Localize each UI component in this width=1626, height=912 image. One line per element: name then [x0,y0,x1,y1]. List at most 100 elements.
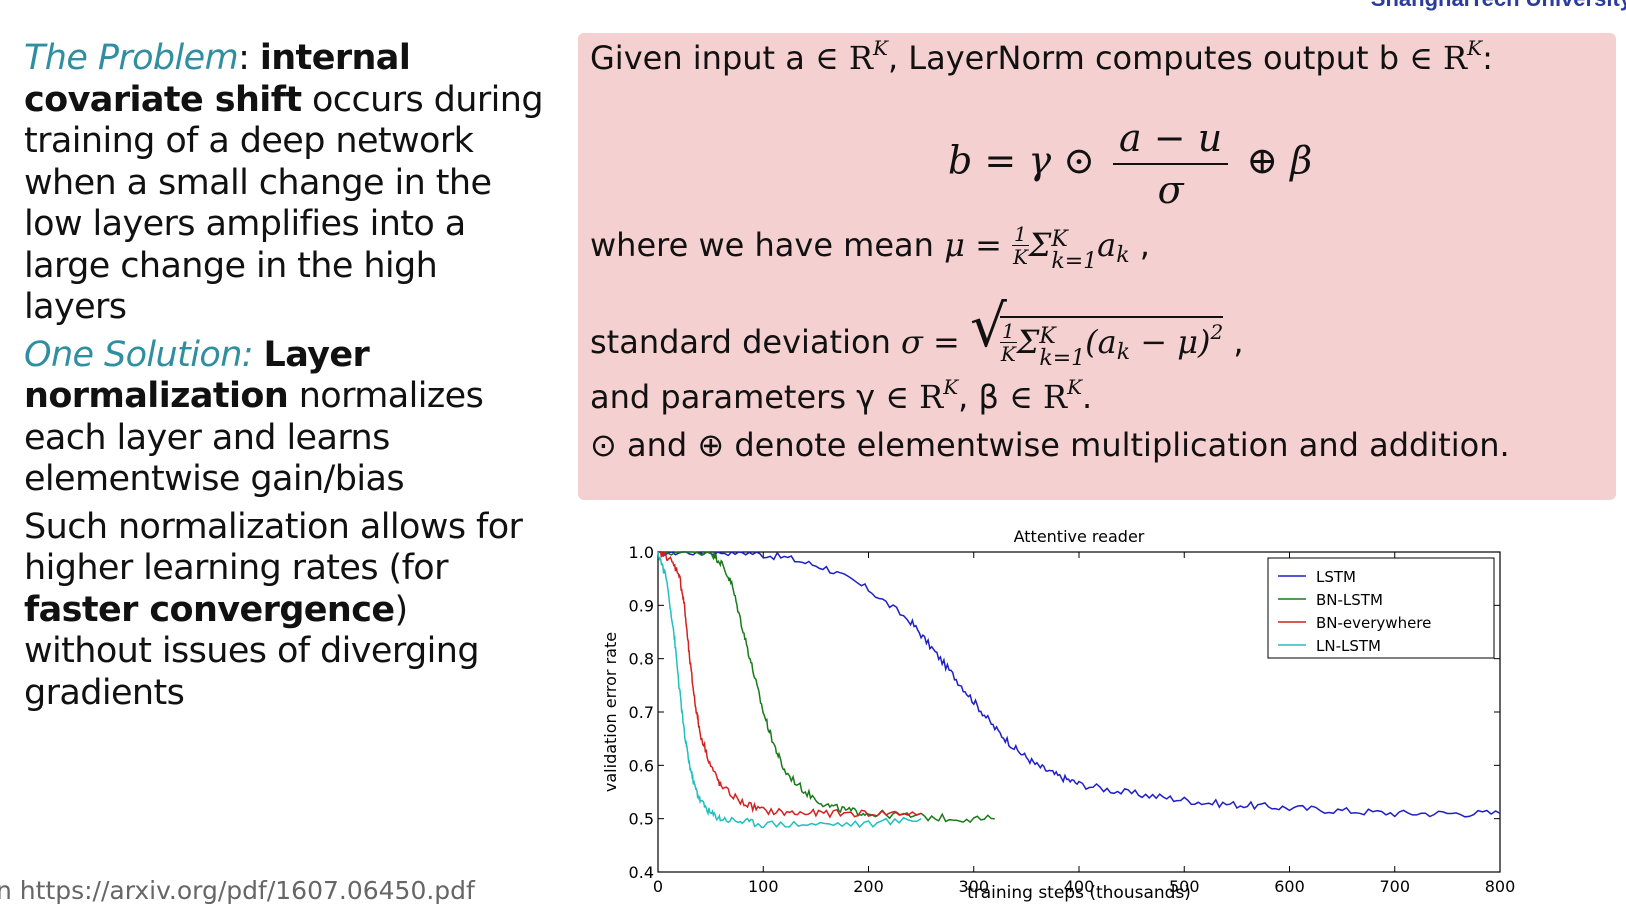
mean-term-index: k [1116,243,1130,268]
y-tick-label: 0.6 [629,756,654,775]
series-line-ln-lstm [657,551,922,829]
slide-text-column: The Problem: internal covariate shift oc… [24,38,544,714]
mean-frac-den: K [1012,245,1028,269]
solution-description: normalizes each layer and learns element… [24,376,484,499]
mean-sum-symbol: Σ [1028,226,1052,264]
equation-numerator: a − u [1113,113,1229,165]
params-dim-a: K [943,375,959,399]
problem-label: The Problem [24,38,239,78]
intro-text-a: Given input a [590,39,816,77]
x-tick-label: 700 [1379,877,1410,896]
std-term-index: k [1116,340,1131,365]
sqrt-radical-icon: √ [970,292,1007,360]
y-tick-label: 0.5 [629,810,654,829]
params-set-b: ∈ R [1009,378,1068,416]
std-sum-symbol: Σ [1016,323,1040,361]
std-frac-num: 1 [1000,319,1017,343]
std-frac-den: K [1000,342,1016,366]
series-line-lstm [658,551,1501,818]
equation-lhs: b = γ ⊙ [948,138,1095,183]
chart-title: Attentive reader [1014,527,1145,546]
y-tick-label: 0.8 [629,650,654,669]
legend-frame [1267,557,1495,659]
set-symbol-a: ∈ R [815,39,873,77]
std-sum-upper: K [1039,324,1056,349]
params-set-a: ∈ R [885,378,944,416]
axis-ticks: 0 100 200 300 400 500 600 700 800 0.4 0.5 0.6 0.7 0.8… [629,543,1516,896]
std-term: (a [1085,323,1117,361]
source-link[interactable]: n https://arxiv.org/pdf/1607.06450.pdf [0,876,475,905]
std-sum-lower: k=1 [1039,346,1086,371]
std-term-rest: − μ) [1130,323,1211,361]
problem-key-term: internal covariate shift [24,38,411,120]
mean-suffix: , [1129,226,1150,264]
params-text-b: , β [958,378,1010,416]
std-suffix: , [1223,323,1244,361]
problem-colon: : [238,38,250,78]
series-line-bn-lstm [657,551,995,824]
problem-paragraph: The Problem: internal covariate shift oc… [24,38,544,329]
mean-term: a [1097,226,1117,264]
mean-sum-lower: k=1 [1051,249,1098,274]
std-symbol: σ = [901,323,960,361]
params-period: . [1082,378,1093,416]
set-symbol-b: ∈ R [1409,39,1468,77]
y-tick-label: 0.9 [629,596,654,615]
y-tick-label: 0.7 [629,703,654,722]
mean-prefix: where we have mean [590,226,945,264]
x-tick-label: 100 [748,877,779,896]
x-axis-label: training steps (thousands) [967,883,1191,903]
operators-line: ⊙ and ⊕ denote elementwise multiplicatio… [590,426,1510,464]
set-dim-b: K [1467,36,1483,60]
benefit-paragraph: Such normalization allows for higher lea… [24,507,544,715]
solution-label: One Solution: [24,334,254,375]
std-power: 2 [1210,320,1224,344]
params-text-a: and parameters γ [590,378,886,416]
x-tick-label: 800 [1485,877,1516,896]
legend-label: LSTM [1316,568,1356,586]
intro-colon: : [1482,39,1493,77]
benefit-text-end: ) without issues of diverging gradients [24,589,480,713]
x-tick-label: 0 [653,877,663,896]
university-logo-text: ShanghaiTech University [1371,0,1626,12]
solution-key-term: Layer normalization [24,334,370,417]
mean-symbol: μ = [944,226,1002,264]
x-tick-label: 200 [853,877,884,896]
chart-legend: LSTM BN-LSTM BN-everywhere LN-LSTM [1267,557,1495,659]
benefit-key-term: faster convergence [24,589,395,630]
x-tick-label: 600 [1274,877,1305,896]
x-tick-label: 300 [958,877,989,896]
equation-denominator: σ [1157,168,1184,212]
series-line-bn-everywhere [658,551,922,819]
solution-paragraph: One Solution: Layer normalization normal… [24,335,544,501]
intro-text-b: , LayerNorm computes output b [887,39,1410,77]
mean-frac-num: 1 [1012,222,1029,246]
legend-label: BN-everywhere [1316,614,1431,632]
std-prefix: standard deviation [590,323,902,361]
y-axis-label: validation error rate [601,632,620,792]
x-tick-label: 400 [1064,877,1095,896]
formula-box: Given input a ∈ RK, LayerNorm computes o… [578,33,1616,500]
mean-sum-upper: K [1051,227,1068,252]
formula-intro-line: Given input a ∈ RK, LayerNorm computes o… [590,36,1493,77]
x-tick-label: 500 [1169,877,1200,896]
y-tick-label: 0.4 [629,863,654,882]
benefit-text-start: Such normalization allows for higher lea… [24,506,523,589]
series-lines [657,551,1501,829]
y-tick-label: 1.0 [629,543,654,562]
problem-description: occurs during training of a deep network… [24,79,544,328]
attentive-reader-chart: Attentive reader training steps (thousan… [590,518,1530,906]
equation-rhs: ⊕ β [1246,138,1313,183]
params-line: and parameters γ ∈ RK, β ∈ RK. [590,375,1093,416]
set-dim-a: K [872,36,888,60]
